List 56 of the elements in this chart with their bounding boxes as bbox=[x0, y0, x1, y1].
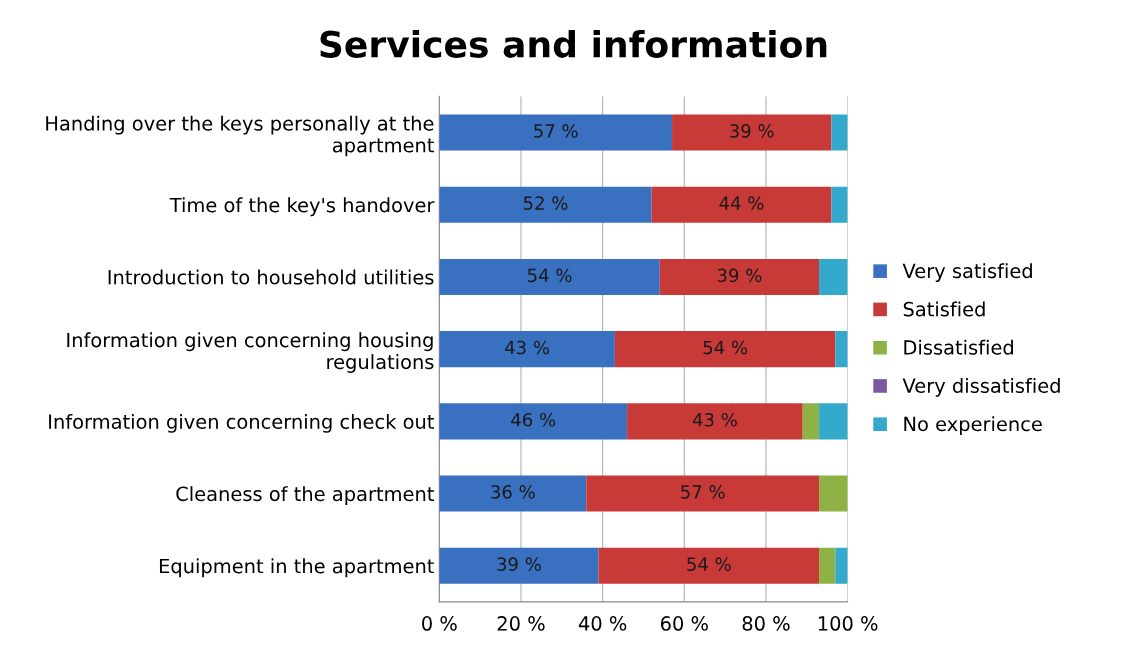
bar bbox=[439, 114, 673, 151]
y-tick-label: Information given concerning check out bbox=[49, 413, 434, 433]
x-tick-label: 20 % bbox=[497, 616, 545, 631]
bar bbox=[439, 403, 628, 440]
data-label: 54 % bbox=[528, 268, 572, 283]
legend-label: No experience bbox=[904, 416, 1042, 436]
y-tick-label: Introduction to household utilities bbox=[108, 269, 434, 285]
x-tick-label: 60 % bbox=[660, 616, 708, 631]
legend-label: Very satisfied bbox=[902, 263, 1032, 283]
data-label: 36 % bbox=[491, 485, 535, 499]
bar bbox=[439, 186, 652, 223]
bar bbox=[659, 258, 820, 295]
data-label: 39 % bbox=[497, 557, 541, 571]
bar bbox=[831, 186, 848, 223]
bar bbox=[439, 475, 587, 512]
legend-label: Dissatisfied bbox=[904, 339, 1013, 355]
data-label: 43 % bbox=[505, 340, 550, 355]
bar bbox=[627, 403, 803, 440]
data-label: 44 % bbox=[719, 196, 764, 210]
bar bbox=[802, 403, 820, 440]
bar bbox=[614, 331, 836, 368]
legend-label: Very dissatisfied bbox=[902, 377, 1060, 397]
x-tick-label: 100 % bbox=[818, 616, 878, 631]
bar bbox=[819, 258, 848, 295]
data-label: 43 % bbox=[692, 412, 737, 427]
data-label: 57 % bbox=[534, 124, 578, 138]
bar bbox=[819, 475, 848, 512]
bar bbox=[831, 114, 848, 151]
bar bbox=[586, 475, 820, 512]
y-tick-label: Equipment in the apartment bbox=[159, 558, 434, 578]
bar bbox=[835, 331, 848, 368]
chart-title: Services and information bbox=[320, 29, 827, 58]
data-label: 46 % bbox=[511, 412, 556, 427]
y-tick-label: Information given concerning housing regulations bbox=[67, 332, 434, 373]
data-label: 54 % bbox=[703, 340, 748, 355]
data-label: 52 % bbox=[523, 196, 568, 210]
bar bbox=[651, 186, 832, 223]
bar bbox=[439, 258, 660, 295]
data-label: 39 % bbox=[717, 268, 762, 283]
data-label: 54 % bbox=[687, 557, 731, 571]
bar bbox=[819, 547, 836, 584]
bar bbox=[598, 547, 820, 584]
y-tick-label: Time of the key's handover bbox=[169, 197, 435, 217]
bar bbox=[835, 547, 848, 584]
data-label: 57 % bbox=[681, 485, 725, 499]
data-label: 39 % bbox=[730, 124, 774, 138]
legend-label: Satisfied bbox=[903, 301, 985, 317]
bar bbox=[819, 403, 848, 440]
bar bbox=[439, 331, 615, 368]
x-tick-label: 0 % bbox=[422, 616, 457, 631]
x-tick-label: 40 % bbox=[578, 616, 627, 631]
y-tick-label: Cleaness of the apartment bbox=[176, 486, 434, 505]
bar bbox=[672, 114, 832, 151]
bar bbox=[439, 547, 599, 584]
y-tick-label: Handing over the keys personally at the apartment bbox=[46, 115, 434, 157]
x-tick-label: 80 % bbox=[742, 616, 790, 631]
